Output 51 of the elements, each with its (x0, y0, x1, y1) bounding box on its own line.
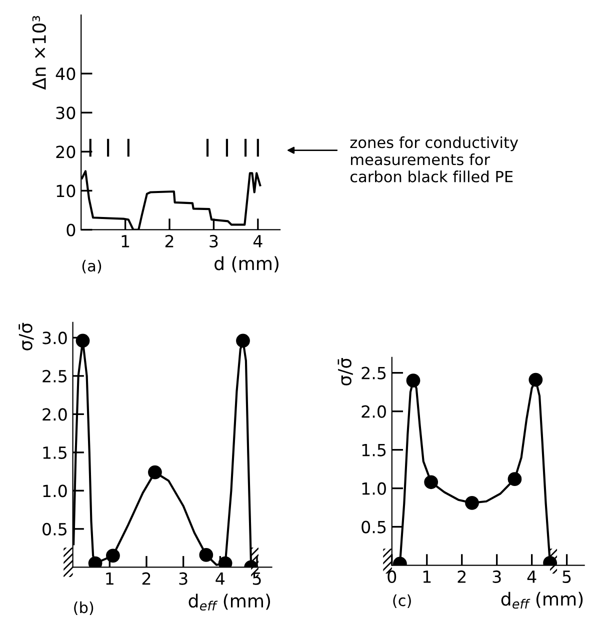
x-tick-label: 3 (179, 572, 188, 585)
x-tick-label: 4 (216, 572, 225, 585)
point (465, 496, 479, 510)
x-tick-label: 3 (210, 234, 218, 248)
y-tick-label: 2.0 (362, 405, 386, 418)
y-tick-label: 1.0 (43, 484, 67, 498)
y-tick-label: 1.0 (362, 482, 386, 495)
x-tick-label: 1 (423, 570, 431, 583)
text: (c) (393, 594, 411, 608)
y-axis-title: Δn ×10³ (32, 16, 46, 90)
y-tick-label: 10 (56, 184, 76, 198)
point (528, 372, 543, 387)
text: zones for conductivity measurements for carbon black filled PE (350, 136, 518, 182)
point (76, 334, 90, 348)
y-tick-label: 20 (56, 146, 76, 158)
text: (a) (82, 260, 102, 274)
y-tick-label: 1.5 (43, 446, 66, 459)
x-tick-label: 2 (142, 572, 150, 585)
y-tick-label: 30 (56, 106, 76, 120)
x-tick-label: 5 (562, 570, 571, 584)
x-tick-label: 1 (106, 572, 114, 585)
x-tick-label: 1 (122, 235, 130, 248)
text: (b) (74, 601, 94, 616)
y-axis-title: σ/σ̄ (18, 322, 34, 350)
point (424, 475, 438, 490)
point (199, 548, 214, 562)
y-tick-label: 0 (66, 224, 76, 236)
y-tick-label: 2.5 (42, 370, 66, 382)
point (148, 465, 162, 480)
y-tick-label: 2.0 (42, 408, 67, 421)
y-tick-label: 2.5 (362, 366, 386, 380)
x-tick-label: 5 (252, 572, 261, 585)
x-tick-label: 3 (492, 570, 501, 584)
point (508, 472, 522, 486)
point (406, 374, 420, 388)
x-axis-title: d$_{eff}$ (mm) (188, 594, 270, 611)
x-tick-label: 0 (388, 570, 396, 584)
point (236, 334, 250, 348)
x-tick-label: 2 (165, 234, 174, 248)
y-tick-label: 3.0 (42, 332, 67, 344)
point (106, 548, 120, 563)
y-tick-label: 0.5 (362, 520, 386, 534)
y-tick-label: 0.5 (42, 522, 66, 536)
y-axis-title: σ/σ̄ (338, 358, 353, 386)
x-tick-label: 4 (527, 570, 536, 583)
x-tick-label: 2 (458, 570, 466, 583)
x-axis-title: d$_{eff}$ (mm) (501, 592, 583, 609)
x-tick-label: 4 (253, 235, 262, 248)
y-tick-label: 1.5 (362, 444, 386, 456)
x-axis-title: d (mm) (214, 256, 278, 272)
y-tick-label: 40 (56, 68, 76, 80)
